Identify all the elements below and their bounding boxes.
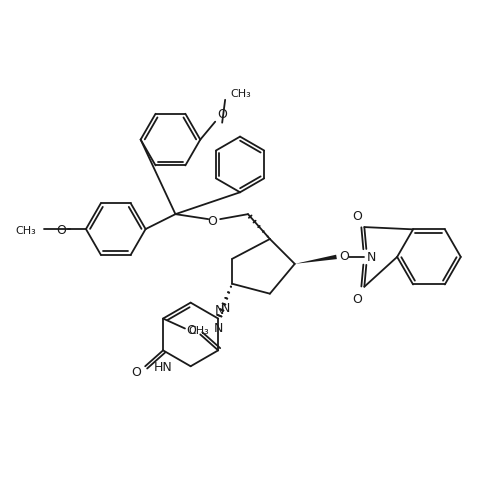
Text: CH₃: CH₃ (16, 226, 36, 236)
Text: N: N (366, 251, 376, 264)
Text: N: N (214, 303, 224, 316)
Text: O: O (217, 108, 227, 121)
Text: O: O (208, 214, 217, 227)
Text: CH₃: CH₃ (230, 89, 251, 99)
Text: CH₃: CH₃ (188, 326, 208, 336)
Text: O: O (186, 324, 196, 336)
Text: O: O (132, 365, 141, 378)
Text: HN: HN (154, 360, 172, 373)
Text: N: N (221, 301, 230, 314)
Text: O: O (340, 250, 349, 263)
Text: O: O (352, 292, 362, 305)
Polygon shape (294, 255, 337, 264)
Text: N: N (214, 321, 223, 334)
Text: O: O (56, 223, 66, 236)
Text: O: O (352, 209, 362, 222)
